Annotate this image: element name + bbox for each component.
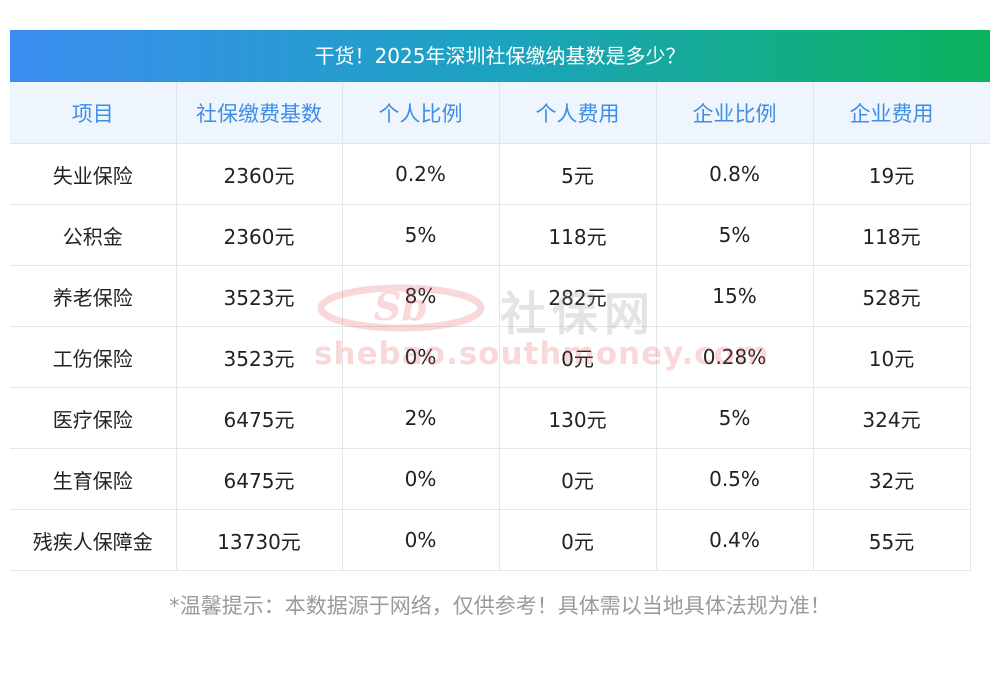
cell-company-cost: 19元 <box>813 143 971 205</box>
cell-company-cost: 10元 <box>813 326 971 388</box>
cell-company-cost: 528元 <box>813 265 971 327</box>
cell-company-rate: 0.28% <box>656 326 814 388</box>
header-item: 项目 <box>10 82 177 144</box>
table-header-row: 项目 社保缴费基数 个人比例 个人费用 企业比例 企业费用 <box>10 82 971 144</box>
cell-personal-rate: 0% <box>342 448 500 510</box>
cell-item: 生育保险 <box>10 448 177 510</box>
cell-item: 养老保险 <box>10 265 177 327</box>
table-row: 生育保险 6475元 0% 0元 0.5% 32元 <box>10 448 971 510</box>
footnote: *温馨提示：本数据源于网络，仅供参考！具体需以当地具体法规为准！ <box>169 594 831 618</box>
cell-base: 6475元 <box>176 448 343 510</box>
cell-personal-cost: 0元 <box>499 448 657 510</box>
table-row: 养老保险 3523元 8% 282元 15% 528元 <box>10 265 971 327</box>
cell-base: 2360元 <box>176 143 343 205</box>
cell-personal-cost: 130元 <box>499 387 657 449</box>
header-personal-cost: 个人费用 <box>499 82 657 144</box>
table-row: 公积金 2360元 5% 118元 5% 118元 <box>10 204 971 266</box>
cell-company-rate: 0.5% <box>656 448 814 510</box>
cell-personal-rate: 0% <box>342 509 500 571</box>
table-row: 失业保险 2360元 0.2% 5元 0.8% 19元 <box>10 143 971 205</box>
header-personal-rate: 个人比例 <box>342 82 500 144</box>
header-company-cost: 企业费用 <box>813 82 971 144</box>
cell-company-cost: 32元 <box>813 448 971 510</box>
cell-personal-rate: 0.2% <box>342 143 500 205</box>
cell-item: 公积金 <box>10 204 177 266</box>
cell-personal-cost: 5元 <box>499 143 657 205</box>
cell-company-rate: 5% <box>656 387 814 449</box>
cell-company-rate: 15% <box>656 265 814 327</box>
social-security-table-card: 干货！2025年深圳社保缴纳基数是多少？ 项目 社保缴费基数 个人比例 个人费用… <box>10 30 990 571</box>
cell-personal-cost: 282元 <box>499 265 657 327</box>
cell-base: 6475元 <box>176 387 343 449</box>
cell-company-rate: 0.8% <box>656 143 814 205</box>
cell-personal-rate: 0% <box>342 326 500 388</box>
cell-base: 3523元 <box>176 265 343 327</box>
table-row: 医疗保险 6475元 2% 130元 5% 324元 <box>10 387 971 449</box>
cell-personal-rate: 5% <box>342 204 500 266</box>
cell-company-cost: 55元 <box>813 509 971 571</box>
cell-item: 残疾人保障金 <box>10 509 177 571</box>
header-filler <box>970 82 990 144</box>
cell-company-cost: 324元 <box>813 387 971 449</box>
cell-personal-cost: 0元 <box>499 509 657 571</box>
cell-personal-cost: 118元 <box>499 204 657 266</box>
table-row: 残疾人保障金 13730元 0% 0元 0.4% 55元 <box>10 509 971 571</box>
cell-personal-rate: 8% <box>342 265 500 327</box>
cell-item: 医疗保险 <box>10 387 177 449</box>
cell-personal-rate: 2% <box>342 387 500 449</box>
table-row: 工伤保险 3523元 0% 0元 0.28% 10元 <box>10 326 971 388</box>
cell-company-cost: 118元 <box>813 204 971 266</box>
cell-base: 13730元 <box>176 509 343 571</box>
cell-item: 失业保险 <box>10 143 177 205</box>
cell-item: 工伤保险 <box>10 326 177 388</box>
cell-base: 2360元 <box>176 204 343 266</box>
cell-base: 3523元 <box>176 326 343 388</box>
cell-company-rate: 0.4% <box>656 509 814 571</box>
header-base: 社保缴费基数 <box>176 82 343 144</box>
header-company-rate: 企业比例 <box>656 82 814 144</box>
contribution-table: 项目 社保缴费基数 个人比例 个人费用 企业比例 企业费用 失业保险 2360元… <box>10 82 971 571</box>
cell-company-rate: 5% <box>656 204 814 266</box>
cell-personal-cost: 0元 <box>499 326 657 388</box>
table-title: 干货！2025年深圳社保缴纳基数是多少？ <box>10 30 990 82</box>
